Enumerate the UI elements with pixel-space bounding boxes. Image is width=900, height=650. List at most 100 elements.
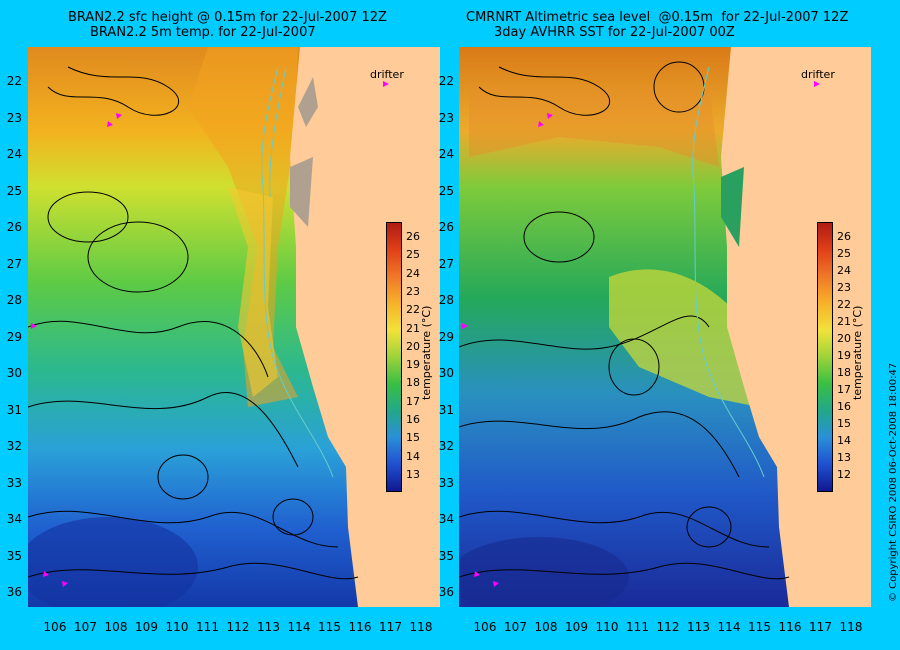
lat-tick-label: 29	[6, 329, 22, 344]
right-map-svg	[459, 47, 871, 607]
lon-tick-label: 117	[809, 620, 832, 634]
lat-tick-label: 31	[6, 402, 22, 417]
left-map-panel	[28, 47, 440, 607]
lat-tick-label: 36	[438, 585, 454, 599]
lon-tick-label: 109	[565, 620, 588, 634]
lon-tick-label: 116	[778, 620, 802, 634]
colorbar-tick-label: 26	[406, 230, 420, 243]
lat-tick-label: 34	[6, 512, 22, 526]
colorbar-tick-label: 16	[406, 413, 420, 427]
lat-tick-label: 22	[6, 74, 22, 88]
lat-tick-label: 24	[6, 147, 22, 161]
colorbar-tick-label: 25	[406, 248, 420, 262]
lon-tick-label: 118	[409, 620, 433, 634]
right-title-line2: 3day AVHRR SST for 22-Jul-2007 00Z	[494, 25, 735, 40]
lon-tick-label: 112	[226, 620, 250, 634]
colorbar-tick-label: 16	[837, 400, 851, 413]
colorbar-tick-label: 17	[406, 394, 420, 408]
colorbar-tick-label: 12	[837, 468, 851, 481]
lat-tick-label: 34	[438, 512, 454, 526]
lat-tick-label: 31	[438, 402, 454, 417]
colorbar-tick-label: 19	[837, 349, 851, 362]
lat-tick-label: 24	[438, 147, 454, 161]
lon-tick-label: 111	[196, 620, 219, 634]
right-colorbar	[817, 222, 833, 492]
colorbar-tick-label: 15	[837, 417, 851, 430]
lon-tick-label: 108	[534, 620, 558, 634]
right-title-line1: CMRNRT Altimetric sea level @0.15m for 2…	[466, 10, 849, 25]
lon-tick-label: 113	[257, 620, 280, 634]
colorbar-tick-label: 24	[406, 266, 420, 280]
colorbar-tick-label: 23	[837, 281, 851, 294]
lat-tick-label: 33	[438, 475, 454, 490]
lon-tick-label: 106	[43, 620, 67, 634]
lon-tick-label: 115	[748, 620, 771, 634]
colorbar-tick-label: 19	[406, 358, 420, 372]
lon-tick-label: 110	[165, 620, 189, 634]
lat-tick-label: 26	[438, 220, 454, 234]
lon-tick-label: 116	[348, 620, 372, 634]
colorbar-tick-label: 18	[406, 376, 420, 390]
left-colorbar-unit: temperature (°C)	[420, 305, 433, 400]
lat-tick-label: 30	[438, 366, 454, 380]
colorbar-tick-label: 23	[406, 284, 420, 298]
lat-tick-label: 26	[6, 220, 22, 234]
lat-tick-label: 27	[438, 256, 454, 271]
colorbar-tick-label: 22	[406, 303, 420, 317]
colorbar-tick-label: 20	[406, 339, 420, 353]
colorbar-tick-label: 20	[837, 332, 851, 345]
left-title-line1: BRAN2.2 sfc height @ 0.15m for 22-Jul-20…	[68, 10, 387, 25]
lat-tick-label: 22	[438, 74, 454, 88]
left-colorbar	[386, 222, 402, 492]
lon-tick-label: 114	[717, 620, 741, 634]
lon-tick-label: 118	[839, 620, 863, 634]
lon-tick-label: 107	[504, 620, 527, 634]
lat-tick-label: 32	[438, 439, 454, 453]
lat-tick-label: 35	[6, 548, 22, 563]
left-map-svg	[28, 47, 440, 607]
lat-tick-label: 25	[438, 183, 454, 198]
lat-tick-label: 23	[6, 110, 22, 125]
lat-tick-label: 23	[438, 110, 454, 125]
colorbar-tick-label: 13	[837, 451, 851, 464]
colorbar-tick-label: 14	[406, 449, 420, 463]
lat-tick-label: 33	[6, 475, 22, 490]
lat-tick-label: 28	[438, 293, 454, 307]
copyright-notice: © Copyright CSIRO 2008 06-Oct-2008 18:00…	[888, 362, 899, 602]
lon-tick-label: 106	[473, 620, 497, 634]
colorbar-tick-label: 13	[406, 468, 420, 481]
left-drifter-label: drifter	[370, 68, 404, 81]
colorbar-tick-label: 17	[837, 383, 851, 396]
lat-tick-label: 36	[6, 585, 22, 599]
lat-tick-label: 29	[438, 329, 454, 344]
colorbar-tick-label: 22	[837, 298, 851, 311]
colorbar-tick-label: 14	[837, 434, 851, 447]
lon-tick-label: 115	[318, 620, 341, 634]
lat-tick-label: 30	[6, 366, 22, 380]
colorbar-tick-label: 26	[837, 230, 851, 243]
lon-tick-label: 112	[656, 620, 680, 634]
lon-tick-label: 111	[626, 620, 649, 634]
colorbar-tick-label: 21	[406, 321, 420, 335]
lon-tick-label: 110	[595, 620, 619, 634]
lon-tick-label: 113	[687, 620, 710, 634]
lat-tick-label: 25	[6, 183, 22, 198]
colorbar-tick-label: 21	[837, 315, 851, 328]
lon-tick-label: 117	[379, 620, 402, 634]
lon-tick-label: 107	[74, 620, 97, 634]
right-drifter-label: drifter	[801, 68, 835, 81]
lat-tick-label: 32	[6, 439, 22, 453]
lon-tick-label: 108	[104, 620, 128, 634]
lon-tick-label: 114	[287, 620, 311, 634]
right-colorbar-unit: temperature (°C)	[851, 305, 864, 400]
right-map-panel	[459, 47, 871, 607]
lat-tick-label: 35	[438, 548, 454, 563]
colorbar-tick-label: 15	[406, 431, 420, 445]
colorbar-tick-label: 24	[837, 264, 851, 277]
colorbar-tick-label: 18	[837, 366, 851, 379]
lat-tick-label: 28	[6, 293, 22, 307]
colorbar-tick-label: 25	[837, 247, 851, 260]
left-title-line2: BRAN2.2 5m temp. for 22-Jul-2007	[90, 25, 316, 40]
lat-tick-label: 27	[6, 256, 22, 271]
lon-tick-label: 109	[135, 620, 158, 634]
